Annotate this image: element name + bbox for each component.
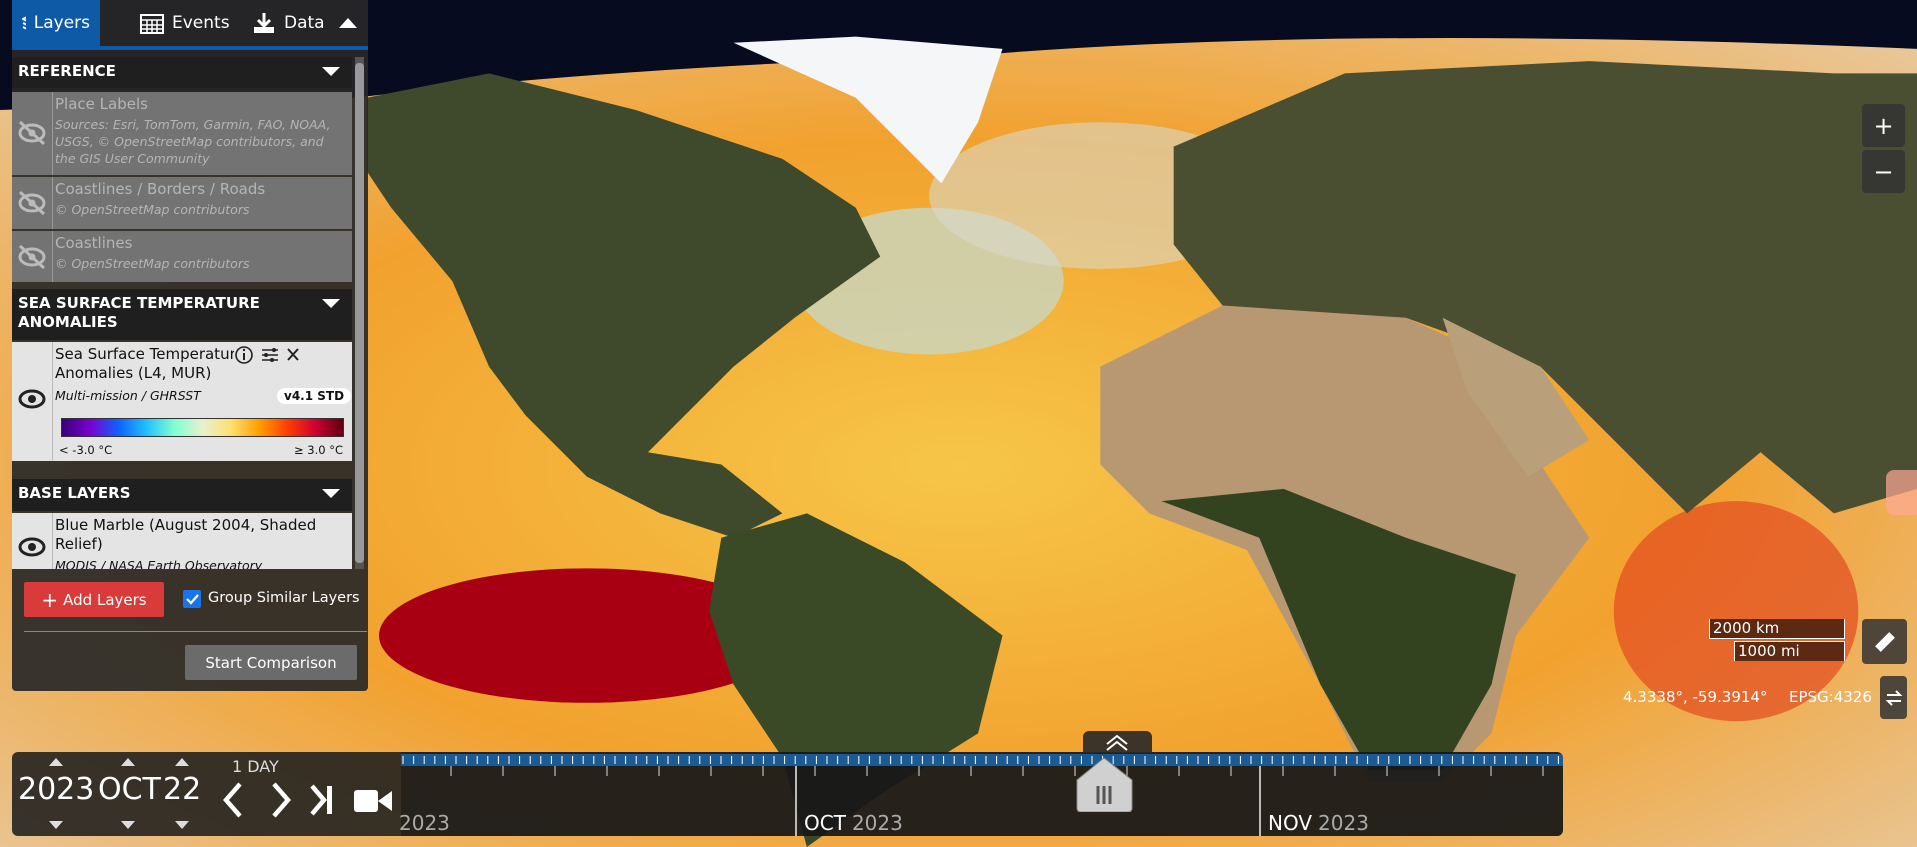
layer-row[interactable]: Coastlines © OpenStreetMap contributors bbox=[12, 231, 352, 282]
central-africa bbox=[1161, 488, 1516, 770]
month-label: NOV 2023 bbox=[1268, 811, 1369, 835]
projection[interactable]: EPSG:4326 bbox=[1789, 688, 1872, 706]
group-checkbox[interactable] bbox=[183, 590, 201, 608]
year: 2023 bbox=[851, 811, 903, 835]
arabia bbox=[1442, 317, 1590, 477]
section-title: SEA SURFACE TEMPERATURE ANOMALIES bbox=[18, 294, 260, 331]
layer-source: Sources: Esri, TomTom, Garmin, FAO, NOAA… bbox=[55, 117, 331, 166]
section-header[interactable]: SEA SURFACE TEMPERATURE ANOMALIES bbox=[12, 289, 352, 340]
checkbox-label[interactable]: Group Similar Layers bbox=[208, 590, 360, 606]
timeline-track[interactable]: 2023OCT2023NOV2023DEC2023 bbox=[399, 752, 1563, 836]
layers-icon bbox=[22, 16, 26, 30]
sst-warm-indian bbox=[1613, 501, 1859, 722]
zoom-in[interactable]: + bbox=[1862, 104, 1905, 147]
start-comparison-button[interactable]: Start Comparison bbox=[185, 645, 357, 680]
hidden-icon[interactable] bbox=[12, 231, 53, 282]
layer-name: Coastlines / Borders / Roads bbox=[55, 180, 266, 198]
measure-button[interactable] bbox=[1862, 619, 1907, 664]
layer-source: MODIS / NASA Earth Observatory bbox=[55, 558, 263, 569]
section-title: BASE LAYERS bbox=[18, 484, 131, 502]
date-year[interactable]: 2023 bbox=[18, 772, 95, 807]
date-day[interactable]: 22 bbox=[163, 772, 202, 807]
timeline-handle[interactable] bbox=[1076, 757, 1133, 813]
year-down[interactable] bbox=[49, 821, 63, 829]
layers-tab[interactable]: Layers bbox=[12, 0, 100, 46]
section-header[interactable]: REFERENCE bbox=[12, 57, 352, 88]
layer-name: Blue Marble (August 2004, Shaded Relief) bbox=[55, 516, 317, 553]
layer-source: © OpenStreetMap contributors bbox=[55, 256, 250, 271]
layer-name: Sea Surface Temperature Anomalies (L4, M… bbox=[55, 345, 245, 382]
day-up[interactable] bbox=[175, 758, 189, 766]
layer-source: Multi-mission / GHRSST bbox=[55, 388, 201, 403]
layer-name: Place Labels bbox=[55, 95, 148, 113]
divider bbox=[24, 631, 367, 632]
visible-icon[interactable] bbox=[12, 342, 53, 461]
layer-name: Coastlines bbox=[55, 234, 133, 252]
north-america bbox=[366, 73, 881, 538]
layer-source: © OpenStreetMap contributors bbox=[55, 202, 250, 217]
visible-icon[interactable] bbox=[12, 513, 53, 569]
button-label: Add Layers bbox=[63, 590, 147, 609]
layer-row[interactable]: Coastlines / Borders / Roads © OpenStree… bbox=[12, 177, 352, 229]
interval[interactable]: 1 DAY bbox=[232, 757, 279, 776]
tab-label: Data bbox=[284, 13, 325, 33]
layer-row[interactable]: Blue Marble (August 2004, Shaded Relief)… bbox=[12, 513, 352, 569]
add-layers-button[interactable]: + Add Layers bbox=[24, 582, 164, 617]
collapse-panel[interactable] bbox=[339, 18, 357, 28]
coordinates: 4.3338°, -59.3914° bbox=[1623, 688, 1768, 706]
scrollbar bbox=[355, 57, 364, 569]
data-tab[interactable]: Data bbox=[242, 0, 335, 46]
month-up[interactable] bbox=[121, 758, 135, 766]
zoom-out[interactable]: − bbox=[1862, 150, 1905, 193]
section-header[interactable]: BASE LAYERS bbox=[12, 479, 352, 511]
sst-hot-pacific bbox=[378, 568, 795, 703]
legend-min: < -3.0 °C bbox=[59, 443, 113, 457]
day-down[interactable] bbox=[175, 821, 189, 829]
year: 2023 bbox=[1318, 811, 1369, 835]
tab-underline bbox=[12, 46, 368, 50]
projection-toggle[interactable] bbox=[1880, 676, 1907, 719]
layer-row[interactable]: Place Labels Sources: Esri, TomTom, Garm… bbox=[12, 92, 352, 175]
month-label: 2023 bbox=[399, 811, 450, 835]
layer-row[interactable]: Sea Surface Temperature Anomalies (L4, M… bbox=[12, 342, 352, 461]
calendar-icon bbox=[140, 14, 164, 34]
download-icon bbox=[254, 13, 274, 33]
hidden-icon[interactable] bbox=[12, 92, 53, 175]
color-legend bbox=[61, 418, 344, 437]
tab-label: Layers bbox=[33, 13, 90, 33]
month: NOV bbox=[1268, 811, 1313, 835]
year-up[interactable] bbox=[49, 758, 63, 766]
side-tab[interactable] bbox=[1886, 470, 1917, 515]
time-controls[interactable] bbox=[212, 778, 402, 822]
expand-chart[interactable] bbox=[1083, 731, 1152, 753]
hidden-icon[interactable] bbox=[12, 177, 53, 229]
events-tab[interactable]: Events bbox=[130, 0, 240, 46]
layer-panel: Layers Events Data REFERENCE Place Label… bbox=[12, 0, 368, 691]
scale-mi: 1000 mi bbox=[1734, 641, 1845, 661]
timeline: 2023 OCT 22 1 DAY 2023OCT2023NOV2023DEC2… bbox=[12, 752, 1563, 836]
layer-actions bbox=[234, 344, 304, 366]
month-down[interactable] bbox=[121, 821, 135, 829]
scale-km: 2000 km bbox=[1709, 619, 1845, 639]
date-month[interactable]: OCT bbox=[98, 772, 161, 807]
eurasia bbox=[1173, 61, 1917, 514]
button-label: Start Comparison bbox=[205, 653, 337, 672]
year: 2023 bbox=[399, 811, 450, 835]
month: OCT bbox=[804, 811, 846, 835]
month-label: OCT 2023 bbox=[804, 811, 903, 835]
tab-label: Events bbox=[172, 13, 230, 33]
legend-max: ≥ 3.0 °C bbox=[293, 443, 343, 457]
version-badge[interactable]: v4.1 STD bbox=[277, 388, 352, 404]
section-title: REFERENCE bbox=[18, 62, 116, 80]
